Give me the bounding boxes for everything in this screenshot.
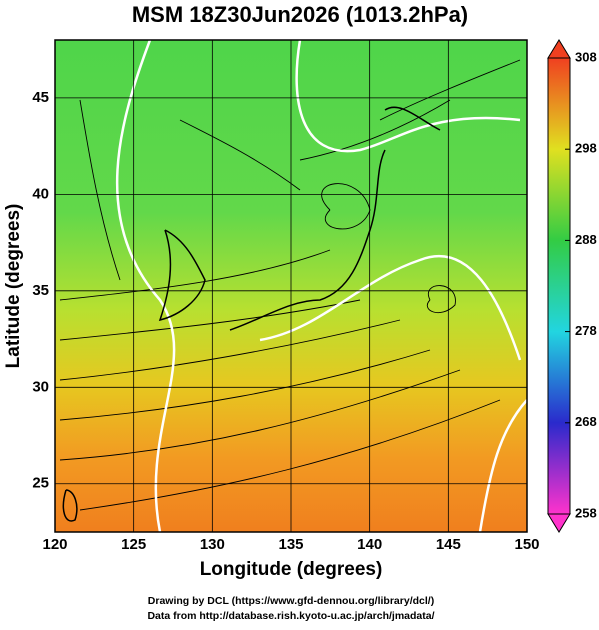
credit: Data from http://database.rish.kyoto-u.a… <box>147 610 434 622</box>
x-tick-label: 140 <box>357 536 382 553</box>
isobars <box>115 39 528 533</box>
y-tick-label: 25 <box>32 475 49 492</box>
y-tick-label: 40 <box>32 185 49 202</box>
y-tick-label: 30 <box>32 378 49 395</box>
x-axis-label: Longitude (degrees) <box>200 559 383 580</box>
colorbar-min-arrow <box>547 513 571 533</box>
x-tick-label: 120 <box>42 536 67 553</box>
y-axis-label: Latitude (degrees) <box>3 204 24 369</box>
title: MSM 18Z30Jun2026 (1013.2hPa) <box>132 2 468 27</box>
colorbar-tick-label: 268 <box>575 414 597 429</box>
colorbar-max-arrow <box>547 39 571 59</box>
colorbar-tick-label: 308 <box>575 49 597 64</box>
x-tick-label: 135 <box>278 536 303 553</box>
colorbar-tick-label: 288 <box>575 232 597 247</box>
credit: Drawing by DCL (https://www.gfd-dennou.o… <box>148 595 434 607</box>
colorbar-tick-label: 278 <box>575 323 597 338</box>
x-tick-label: 150 <box>514 536 539 553</box>
coastlines <box>62 106 441 522</box>
colorbar-tick-label: 258 <box>575 505 597 520</box>
y-tick-label: 45 <box>32 89 49 106</box>
x-tick-label: 125 <box>121 536 146 553</box>
x-tick-label: 145 <box>436 536 461 553</box>
colorbar <box>547 57 571 515</box>
streamlines <box>59 59 521 511</box>
x-tick-label: 130 <box>200 536 225 553</box>
y-tick-label: 35 <box>32 282 49 299</box>
colorbar-tick-label: 298 <box>575 141 597 156</box>
